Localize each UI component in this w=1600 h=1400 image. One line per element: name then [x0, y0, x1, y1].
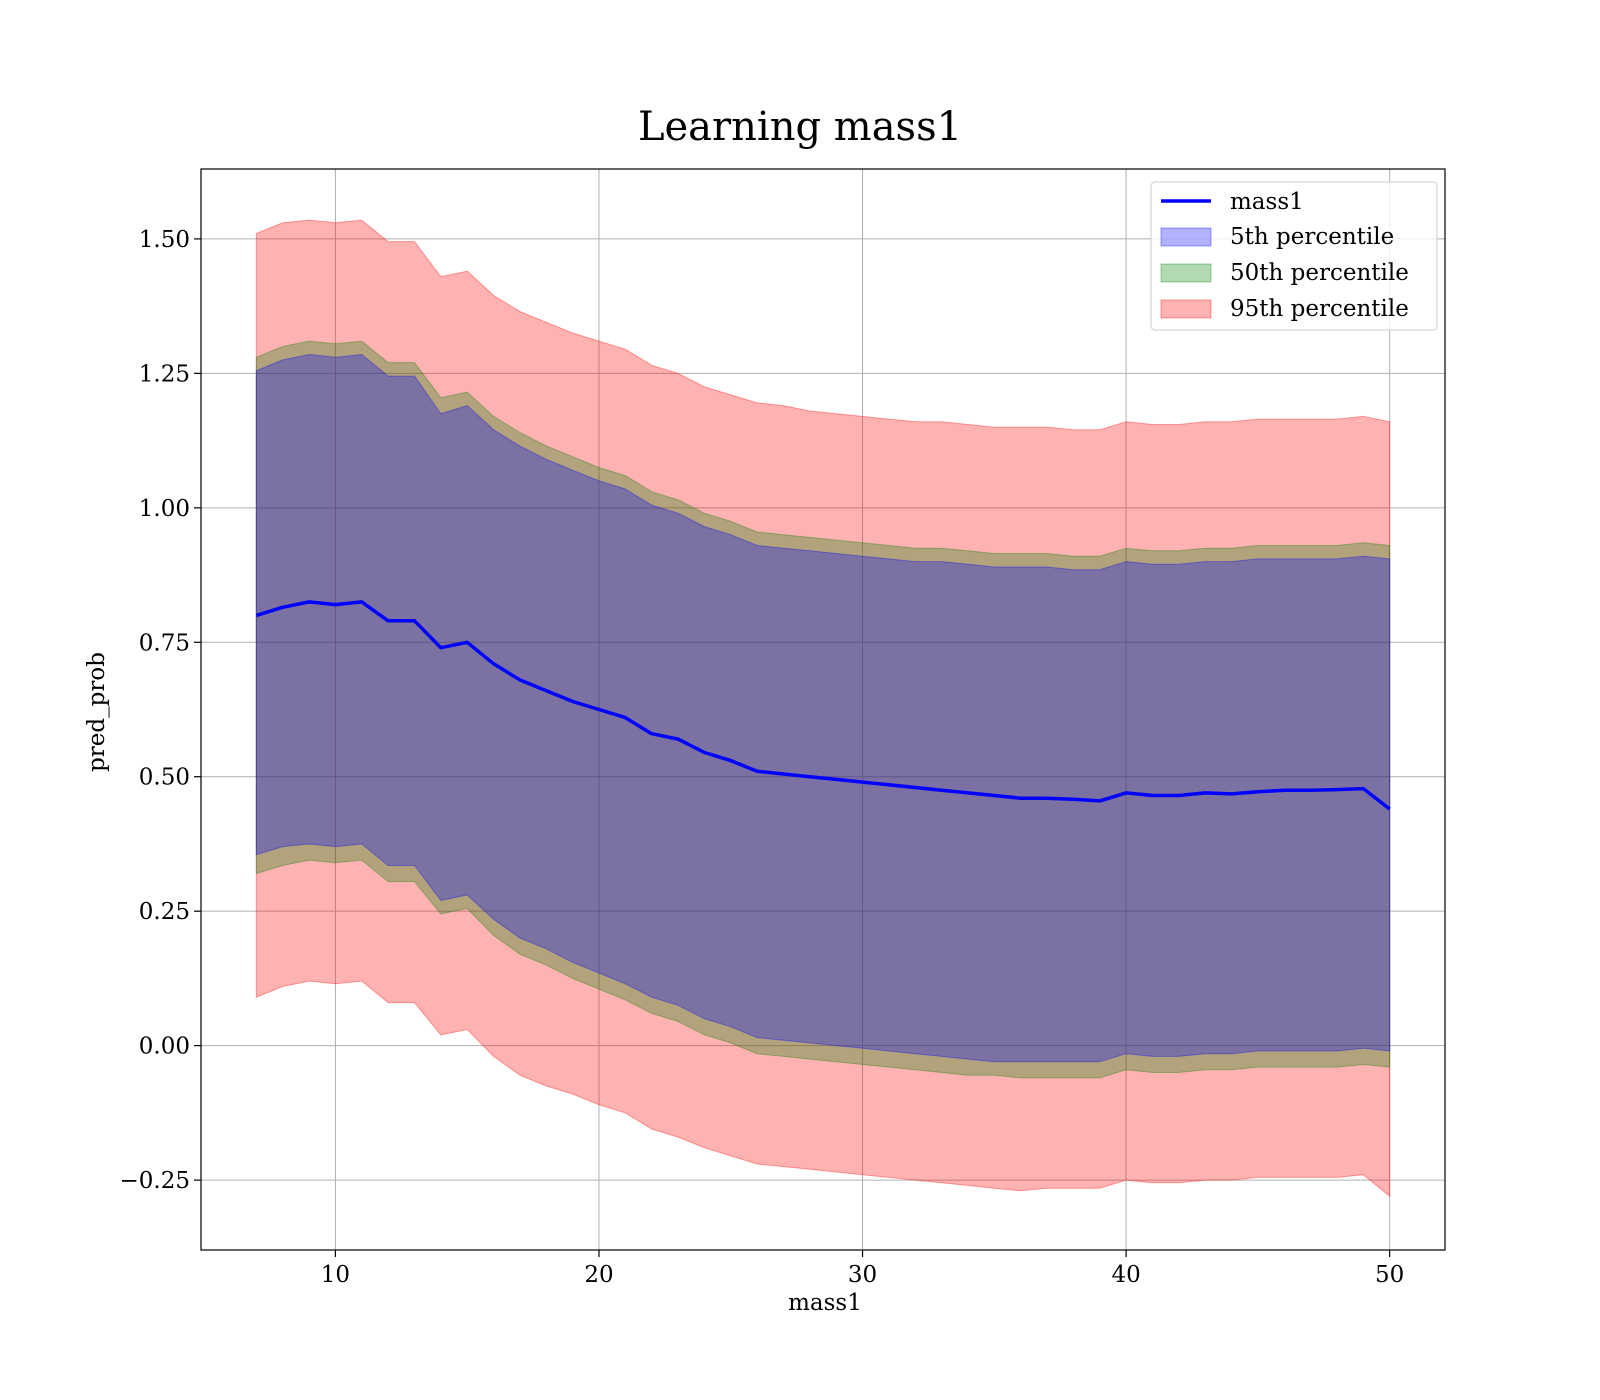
legend-label-mass1: mass1 — [1230, 189, 1304, 215]
legend-label-5th-percentile: 5th percentile — [1230, 224, 1394, 250]
y-tick-label: 1.25 — [139, 361, 190, 387]
legend-label-95th-percentile: 95th percentile — [1230, 296, 1409, 322]
y-tick-label: 1.00 — [139, 496, 190, 522]
x-tick-label: 20 — [584, 1262, 613, 1288]
legend-label-50th-percentile: 50th percentile — [1230, 260, 1409, 286]
x-axis-label: mass1 — [788, 1290, 862, 1316]
band-50th-percentile — [255, 340, 1391, 1079]
y-tick-label: 0.75 — [139, 630, 190, 656]
band-95th-percentile — [255, 219, 1391, 1198]
legend: mass1 5th percentile 50th percentile 95th … — [1150, 181, 1438, 331]
y-tick-label: 0.25 — [139, 899, 190, 925]
y-tick-label: −0.25 — [120, 1168, 190, 1194]
legend-box — [1150, 181, 1438, 331]
plot-frame — [200, 168, 1446, 1251]
x-tick-label: 40 — [1111, 1262, 1140, 1288]
x-axis-ticks: 10 20 30 40 50 — [321, 1250, 1404, 1288]
x-tick-label: 50 — [1375, 1262, 1404, 1288]
chart-title: Learning mass1 — [638, 104, 962, 150]
y-axis-label: pred_prob — [84, 652, 110, 772]
mass1-line — [255, 600, 1391, 811]
legend-swatch-5th-percentile — [1160, 227, 1212, 247]
legend-swatch-95th-percentile — [1160, 299, 1212, 319]
y-tick-label: 0.50 — [139, 765, 190, 791]
band-5th-percentile — [255, 353, 1391, 1063]
y-tick-label: 1.50 — [139, 227, 190, 253]
y-tick-label: 0.00 — [139, 1034, 190, 1060]
x-tick-label: 10 — [321, 1262, 350, 1288]
line-mass1 — [255, 600, 1391, 811]
x-tick-label: 30 — [848, 1262, 877, 1288]
percentile-bands — [255, 219, 1391, 1198]
y-axis-ticks: −0.25 0.00 0.25 0.50 0.75 1.00 1.25 1.50 — [120, 227, 201, 1194]
legend-swatch-50th-percentile — [1160, 263, 1212, 283]
